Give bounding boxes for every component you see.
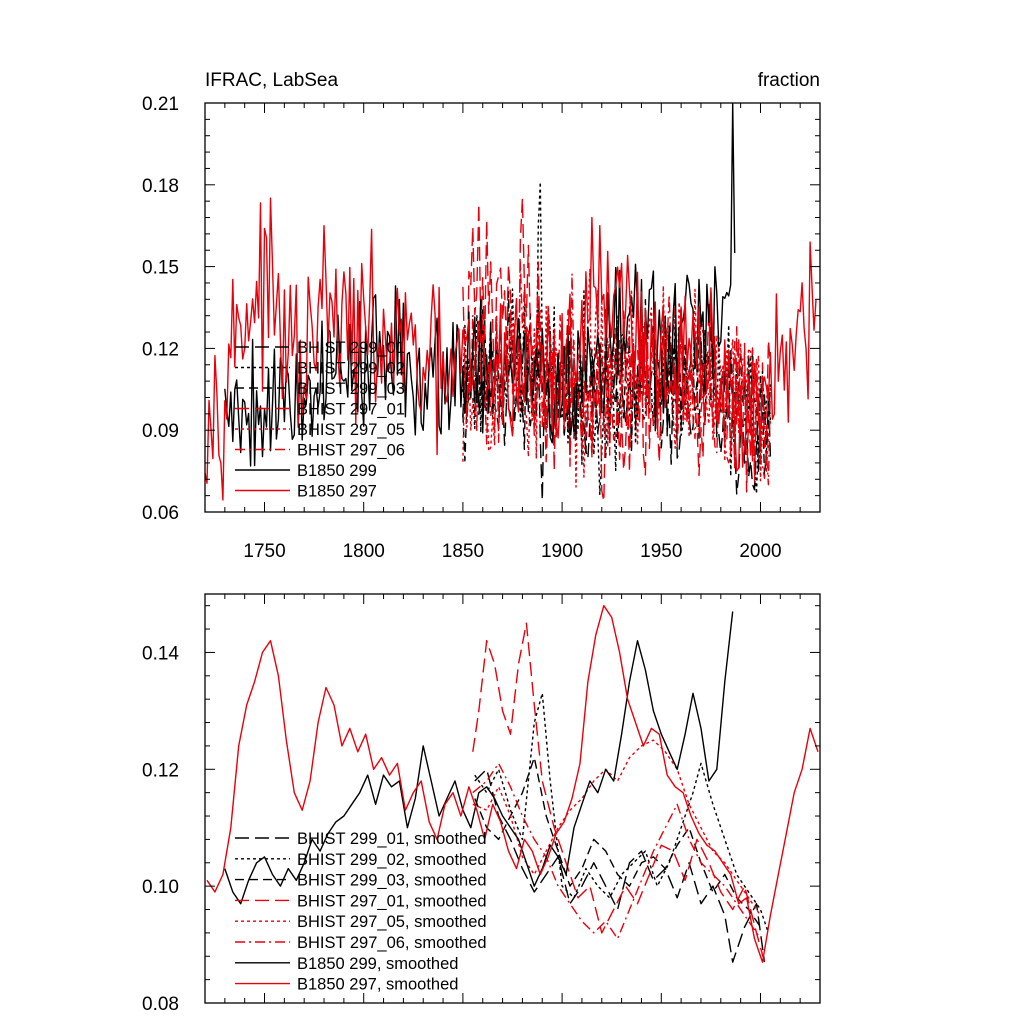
bottom-panel: 0.080.100.120.14 BHIST 299_01, smoothedB… bbox=[142, 593, 821, 1015]
legend-label: BHIST 299_01, smoothed bbox=[297, 830, 487, 848]
legend-label: BHIST 299_03, smoothed bbox=[297, 872, 487, 890]
legend-label: BHIST 299_02 bbox=[297, 360, 405, 378]
x-tick-label: 1800 bbox=[343, 541, 385, 562]
series-line-2-7 bbox=[224, 611, 734, 905]
series-line-1-3 bbox=[462, 290, 772, 477]
series-line-1-4 bbox=[462, 197, 772, 502]
series-line-2-4 bbox=[472, 622, 766, 963]
top-axes: 1750 1800 1850 1900 1950 2000 0.06 0.09 0.12 0.15… bbox=[142, 94, 821, 562]
bottom-legend: BHIST 299_01, smoothed BHIST 299_02, smoo… bbox=[235, 830, 487, 994]
legend-label: BHIST 297_01 bbox=[297, 401, 405, 419]
x-tick-label: 1900 bbox=[541, 541, 583, 562]
series-line-2-5 bbox=[472, 739, 762, 916]
plot-area-1 bbox=[205, 103, 817, 502]
legend-label: B1850 299 bbox=[297, 462, 377, 480]
legend-label: BHIST 297_05 bbox=[297, 421, 405, 439]
top-panel-title: IFRAC, LabSea bbox=[205, 70, 338, 91]
legend-label: B1850 297 bbox=[297, 483, 377, 501]
series-line-2-8 bbox=[206, 605, 819, 963]
plot-area-2 bbox=[206, 605, 819, 963]
legend-label: BHIST 299_03 bbox=[297, 380, 405, 398]
series-line-2-1 bbox=[474, 768, 766, 963]
legend-label: B1850 299, smoothed bbox=[297, 955, 458, 973]
y-tick-label: 0.12 bbox=[142, 339, 179, 360]
y-tick-label: 0.12 bbox=[142, 760, 179, 781]
x-tick-label: 2000 bbox=[739, 541, 781, 562]
y-tick-label: 0.06 bbox=[142, 503, 179, 524]
y-tick-label: 0.21 bbox=[142, 94, 179, 115]
x-tick-label: 1850 bbox=[442, 541, 484, 562]
series-line-2-3 bbox=[474, 756, 762, 928]
legend-label: B1850 297, smoothed bbox=[297, 976, 458, 994]
y-tick-label: 0.09 bbox=[142, 421, 179, 442]
bottom-series-layer bbox=[206, 605, 819, 963]
top-series-layer bbox=[205, 103, 817, 502]
x-tick-label: 1950 bbox=[640, 541, 682, 562]
x-tick-label: 1750 bbox=[243, 541, 285, 562]
top-legend: BHIST 299_01 BHIST 299_02 BHIST 299_03 BHIS… bbox=[235, 339, 405, 501]
top-panel-units: fraction bbox=[758, 70, 820, 91]
series-line-2-2 bbox=[474, 692, 770, 934]
bottom-axes: 0.08 0.10 0.12 0.14 bbox=[142, 593, 821, 1015]
top-panel: IFRAC, LabSea fraction 1750 1800 1850 1900 1… bbox=[142, 70, 821, 562]
plot-frame bbox=[204, 102, 821, 513]
series-line-1-8 bbox=[205, 197, 817, 501]
plot-frame bbox=[204, 593, 821, 1004]
y-tick-label: 0.18 bbox=[142, 176, 179, 197]
legend-label: BHIST 297_01, smoothed bbox=[297, 892, 487, 910]
legend-label: BHIST 297_06 bbox=[297, 442, 405, 460]
y-tick-label: 0.15 bbox=[142, 258, 179, 279]
legend-label: BHIST 299_01 bbox=[297, 339, 405, 357]
y-tick-label: 0.10 bbox=[142, 877, 179, 898]
y-tick-label: 0.08 bbox=[142, 994, 179, 1015]
legend-label: BHIST 299_02, smoothed bbox=[297, 851, 487, 869]
legend-label: BHIST 297_05, smoothed bbox=[297, 913, 487, 931]
legend-label: BHIST 297_06, smoothed bbox=[297, 934, 487, 952]
y-tick-label: 0.14 bbox=[142, 643, 179, 664]
series-line-2-6 bbox=[472, 762, 762, 940]
